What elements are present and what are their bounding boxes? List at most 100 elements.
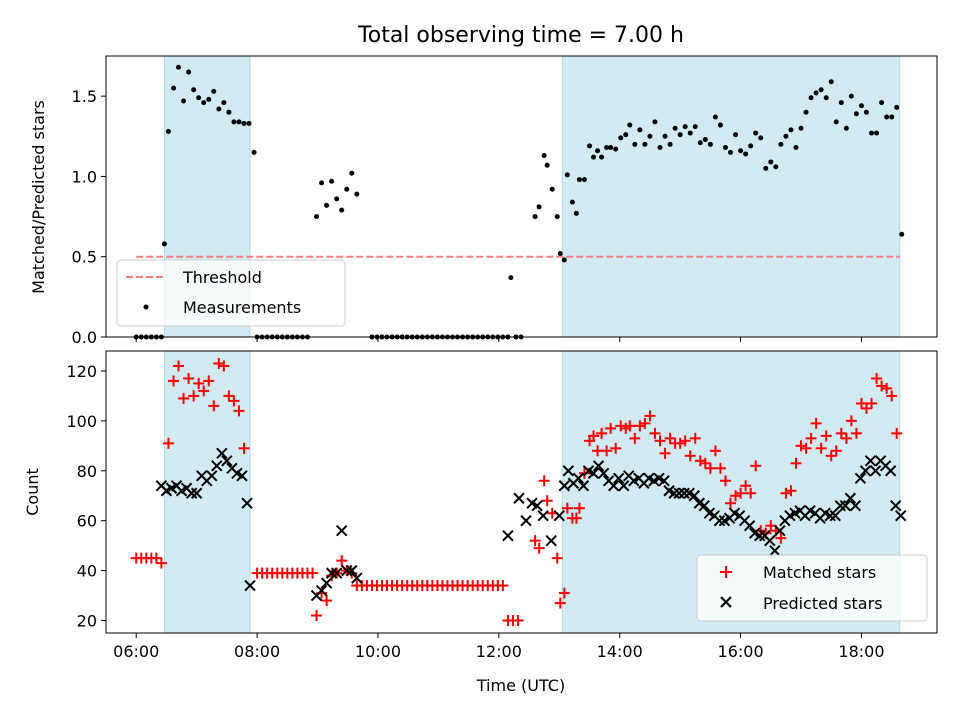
matched-star-point xyxy=(639,417,651,429)
predicted-star-point xyxy=(244,579,256,592)
measurement-point xyxy=(899,231,905,237)
predicted-marker-b xyxy=(713,514,726,527)
predicted-star-point xyxy=(341,564,353,577)
matched-star-point xyxy=(866,397,878,409)
matched-star-point xyxy=(871,372,883,384)
measurement-point xyxy=(241,120,247,126)
measurement-point xyxy=(246,120,252,126)
measurement-point xyxy=(536,204,542,210)
matched-star-point xyxy=(785,485,797,497)
matched-star-point xyxy=(203,375,215,387)
predicted-star-point xyxy=(562,465,575,477)
predicted-star-point xyxy=(206,470,218,482)
matched-star-point xyxy=(601,445,613,457)
measurement-point xyxy=(884,114,890,120)
measurement-point xyxy=(748,143,754,149)
matched-star-point xyxy=(709,445,721,457)
measurement-point xyxy=(657,145,663,151)
measurement-point xyxy=(833,119,839,125)
predicted-star-point xyxy=(537,510,549,522)
matched-star-point xyxy=(150,552,162,564)
predicted-star-point xyxy=(572,472,585,484)
measurement-point xyxy=(591,154,597,160)
predicted-marker-b xyxy=(241,497,253,509)
matched-star-point xyxy=(188,390,200,402)
matched-star-point xyxy=(654,435,666,447)
measurement-point xyxy=(662,133,668,139)
predicted-marker-b xyxy=(733,510,746,522)
matched-star-point xyxy=(238,442,250,454)
matched-star-point xyxy=(529,535,541,547)
matched-star-point xyxy=(745,487,757,499)
x-tick-label: 14:00 xyxy=(597,642,643,661)
measurements-legend-label: Measurements xyxy=(183,298,301,317)
measurement-point xyxy=(618,135,624,141)
matched-star-point xyxy=(664,432,676,444)
matched-star-point xyxy=(533,542,545,554)
measurement-point xyxy=(743,151,749,157)
matched-star-point xyxy=(167,375,179,387)
measurement-point xyxy=(768,159,774,165)
measurement-point xyxy=(667,141,673,147)
matched-star-point xyxy=(840,432,852,444)
measurement-point xyxy=(692,124,698,130)
matched-star-point xyxy=(740,480,752,492)
predicted-marker-b xyxy=(244,579,256,592)
measurement-point xyxy=(170,85,176,91)
matched-star-point xyxy=(835,427,847,439)
measurement-point xyxy=(561,257,567,263)
predicted-marker-b xyxy=(618,480,630,492)
matched-star-point xyxy=(193,377,205,389)
predicted-star-point xyxy=(513,492,525,504)
predicted-star-point xyxy=(185,487,198,499)
matched-star-point xyxy=(208,400,220,412)
predicted-marker-b xyxy=(864,455,877,467)
y-tick-label: 1.0 xyxy=(72,167,97,186)
predicted-marker-b xyxy=(633,472,645,484)
measurements-legend-swatch xyxy=(143,304,149,310)
predicted-star-point xyxy=(241,497,253,509)
measurement-point xyxy=(251,149,257,155)
measurement-point xyxy=(889,114,895,120)
measurement-point xyxy=(687,130,693,136)
matched-star-point xyxy=(699,457,711,469)
predicted-marker-b xyxy=(738,514,751,527)
measurement-point xyxy=(717,122,723,128)
matched-star-point xyxy=(649,427,661,439)
predicted-marker-b xyxy=(869,465,882,477)
predicted-star-point xyxy=(688,490,700,502)
predicted-star-point xyxy=(658,475,670,487)
measurement-point xyxy=(823,95,829,101)
measurement-point xyxy=(874,130,880,136)
y-tick-label: 1.5 xyxy=(72,87,97,106)
measurement-point xyxy=(564,172,570,178)
predicted-marker-b xyxy=(824,510,836,522)
predicted-star-point xyxy=(854,472,867,484)
predicted-star-point xyxy=(678,487,690,499)
shaded-interval xyxy=(163,350,251,634)
measurement-point xyxy=(191,87,197,93)
measurement-point xyxy=(226,109,232,115)
matched-star-point xyxy=(629,432,641,444)
predicted-marker-b xyxy=(526,497,538,509)
measurement-point xyxy=(853,111,859,117)
measurement-point xyxy=(586,143,592,149)
measurement-point xyxy=(858,103,864,109)
measurement-point xyxy=(798,125,804,131)
predicted-marker-b xyxy=(794,505,806,517)
matched-star-point xyxy=(173,360,185,372)
predicted-star-point xyxy=(190,487,203,499)
predicted-star-point xyxy=(668,487,680,499)
x-tick-label: 12:00 xyxy=(476,642,522,661)
matched-star-point xyxy=(228,395,240,407)
predicted-star-point xyxy=(325,567,338,579)
matched-star-point xyxy=(719,475,731,487)
top-y-axis-label: Matched/Predicted stars xyxy=(29,100,48,294)
measurement-point xyxy=(642,141,648,147)
top-legend: Threshold Measurements xyxy=(116,259,346,327)
predicted-marker-b xyxy=(320,577,333,589)
predicted-star-point xyxy=(531,500,543,512)
predicted-marker-b xyxy=(612,472,625,484)
predicted-marker-b xyxy=(553,510,565,522)
predicted-star-point xyxy=(597,467,610,479)
